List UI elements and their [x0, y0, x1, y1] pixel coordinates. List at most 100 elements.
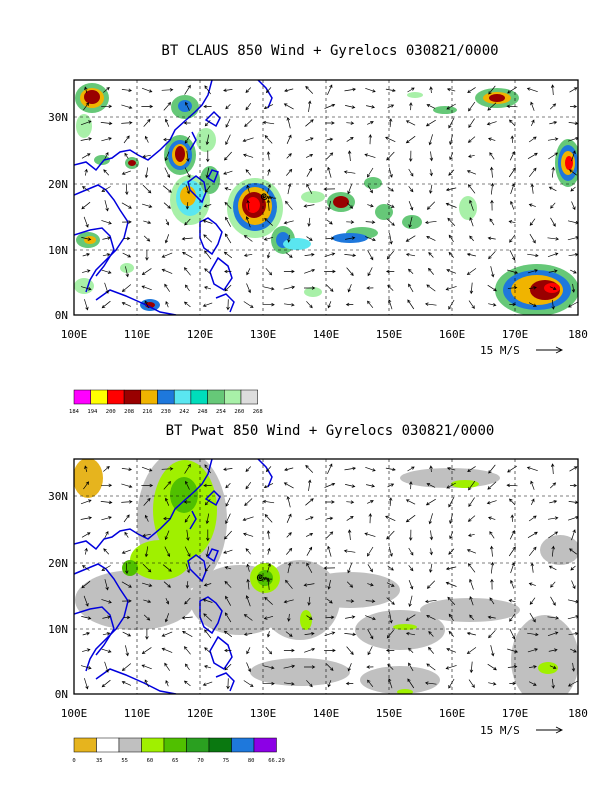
wind-arrow — [101, 516, 112, 521]
wind-arrow — [243, 253, 253, 257]
wind-arrow — [82, 186, 90, 192]
wind-arrow — [367, 267, 373, 277]
wind-arrow — [305, 85, 314, 94]
wind-arrow — [263, 665, 275, 670]
wind-arrow — [326, 598, 333, 604]
wind-arrow — [164, 151, 170, 162]
wind-arrow — [141, 466, 153, 472]
wind-arrow — [490, 182, 495, 195]
wind-arrow — [125, 645, 129, 657]
wind-arrow — [185, 480, 190, 490]
wind-arrow — [468, 300, 475, 310]
wind-arrow — [507, 269, 519, 275]
wind-arrow — [527, 152, 538, 160]
wind-arrow — [82, 565, 90, 571]
wind-arrow — [347, 663, 352, 672]
wind-arrow — [368, 134, 373, 145]
wind-arrow — [366, 286, 374, 290]
wind-arrow — [325, 284, 334, 292]
wind-arrow — [469, 614, 474, 621]
wind-arrow — [468, 101, 476, 112]
wind-arrow — [81, 201, 91, 210]
wind-arrow — [327, 680, 332, 688]
wind-arrow — [367, 185, 373, 194]
wind-arrow — [445, 581, 457, 587]
wind-arrow — [487, 236, 496, 240]
wind-arrow — [204, 665, 211, 669]
wind-arrow — [165, 680, 169, 687]
wind-arrow — [144, 679, 149, 688]
wind-arrow — [286, 116, 291, 129]
wind-arrow — [467, 533, 475, 537]
wind-arrow — [571, 283, 576, 293]
wind-arrow — [509, 613, 516, 622]
wind-arrow — [183, 301, 191, 308]
x-tick: 180 — [568, 328, 588, 341]
wind-arrow — [486, 500, 497, 505]
wind-arrow — [287, 562, 292, 574]
wind-arrow — [143, 599, 152, 604]
wind-arrow — [184, 514, 191, 523]
wind-arrow — [283, 648, 295, 653]
wind-arrow — [204, 464, 211, 474]
wind-arrow — [263, 483, 274, 489]
wind-arrow — [267, 562, 271, 573]
colorbar-swatch — [123, 389, 142, 405]
wind-arrow — [327, 84, 333, 96]
wind-arrow — [323, 566, 336, 570]
wind-arrow — [550, 84, 555, 96]
colorbar-swatch — [96, 737, 120, 753]
wind-arrow — [164, 167, 171, 179]
wind-arrow — [530, 101, 535, 111]
wind-arrow — [527, 531, 538, 539]
wind-arrow — [489, 531, 495, 539]
wind-arrow — [405, 499, 416, 505]
wind-arrow — [367, 629, 374, 640]
colorbar-swatch — [73, 389, 91, 405]
x-tick: 100E — [61, 707, 88, 720]
wind-arrow — [526, 87, 538, 93]
wind-arrow — [104, 579, 109, 591]
wind-arrow — [445, 187, 457, 192]
storm-marker: ๛ — [260, 188, 277, 204]
wind-arrow — [163, 481, 172, 490]
wind-arrow — [388, 118, 393, 128]
wind-arrow — [284, 467, 294, 472]
wind-arrow — [426, 580, 436, 589]
wind-arrow — [182, 251, 193, 259]
pwat-fields — [74, 459, 578, 694]
wind-arrow — [509, 151, 515, 161]
wind-arrow — [80, 665, 92, 670]
wind-arrow — [124, 152, 129, 159]
wind-vectors — [80, 84, 578, 311]
wind-arrow — [488, 251, 496, 260]
wind-arrow — [385, 136, 396, 143]
colorbar-label: 65 — [172, 758, 179, 764]
wind-arrow — [387, 663, 394, 670]
wind-arrow — [365, 87, 376, 93]
wind-arrow — [449, 513, 453, 525]
wind-arrow — [102, 632, 111, 636]
wind-arrow — [405, 235, 416, 242]
wind-arrow — [80, 120, 92, 126]
wind-arrow — [445, 202, 457, 208]
wind-arrow — [162, 185, 172, 193]
colorbar-label: 216 — [143, 409, 153, 415]
wind-arrow — [547, 631, 559, 637]
wind-arrow — [226, 678, 230, 690]
wind-arrow — [367, 583, 374, 587]
wind-arrow — [82, 253, 91, 257]
wind-arrow — [103, 87, 110, 93]
wind-arrow — [204, 498, 211, 506]
wind-arrow — [264, 596, 273, 605]
wind-arrow — [550, 202, 556, 209]
storm-marker: ๛ — [256, 569, 273, 585]
wind-arrow — [101, 300, 111, 309]
wind-arrow — [244, 119, 253, 127]
wind-arrow — [346, 137, 354, 142]
wind-arrow — [181, 616, 193, 620]
wind-arrow — [224, 648, 232, 653]
wind-arrow — [324, 482, 336, 488]
wind-arrow — [83, 481, 90, 490]
